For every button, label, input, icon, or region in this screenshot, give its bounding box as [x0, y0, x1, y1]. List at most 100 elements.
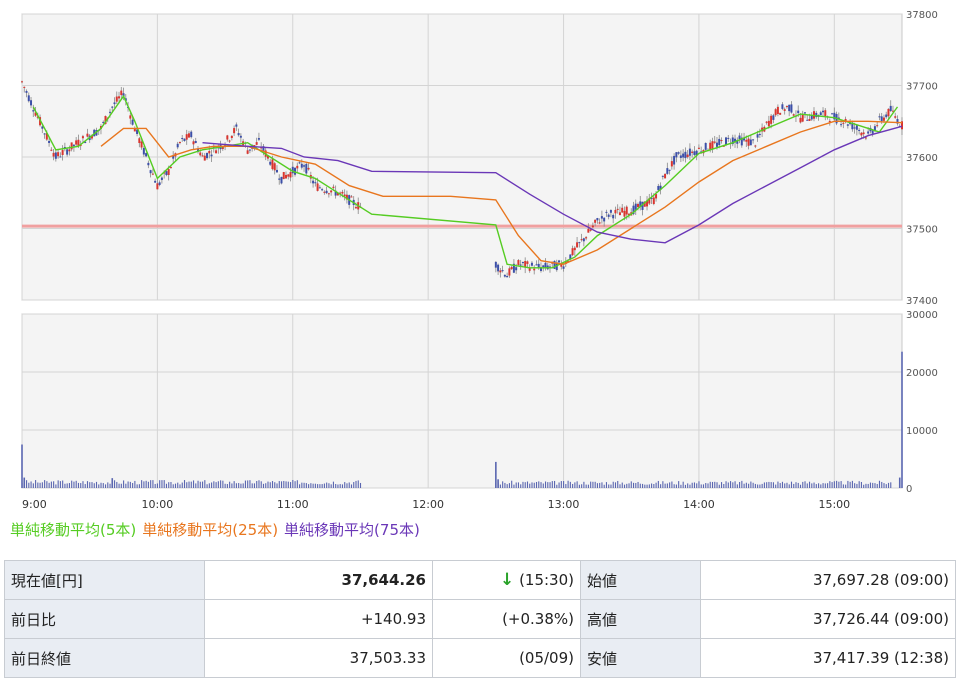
volume-bar — [26, 480, 28, 488]
volume-bar — [671, 481, 673, 488]
candle-body — [43, 133, 46, 135]
volume-bar — [623, 484, 626, 488]
candle-body — [499, 270, 502, 273]
candle-body — [833, 112, 836, 120]
volume-bar — [127, 481, 129, 488]
candle-body — [862, 132, 865, 135]
volume-bar — [93, 483, 95, 488]
candle-body — [257, 138, 260, 140]
volume-bar — [294, 481, 296, 488]
candle-body — [497, 264, 500, 272]
candle-body — [704, 142, 707, 150]
candle-body — [280, 176, 283, 184]
volume-bar — [524, 482, 526, 488]
volume-bar — [226, 484, 228, 488]
volume-bar — [242, 483, 244, 488]
volume-bar — [208, 483, 210, 488]
candle-body — [880, 116, 883, 122]
volume-bar — [757, 484, 759, 488]
volume-bar — [644, 484, 646, 488]
candle-body — [677, 152, 680, 154]
volume-bar — [630, 481, 632, 488]
volume-bar — [89, 482, 91, 488]
volume-bar — [831, 482, 833, 488]
volume-bar — [838, 481, 840, 488]
volume-bar — [44, 480, 46, 488]
candle-body — [578, 242, 581, 244]
volume-bar — [574, 482, 576, 488]
volume-bar — [842, 484, 844, 488]
volume-bar — [280, 481, 283, 488]
candle-body — [776, 106, 779, 114]
volume-bar — [346, 483, 348, 488]
candle-body — [260, 147, 263, 149]
candle-body — [133, 128, 136, 132]
candle-body — [785, 106, 788, 108]
volume-bar — [863, 484, 865, 488]
candle-body — [542, 265, 545, 268]
volume-bar — [608, 484, 610, 488]
candle-body — [837, 117, 840, 120]
candle-body — [589, 229, 592, 231]
candle-body — [790, 104, 793, 113]
volume-bar — [150, 480, 152, 488]
candle-body — [63, 147, 66, 149]
candle-body — [120, 90, 123, 96]
candle-body — [831, 113, 834, 115]
time-tick-label: 11:00 — [277, 498, 309, 511]
volume-bar — [353, 482, 355, 488]
candle-body — [45, 133, 48, 140]
open-label: 始値 — [580, 560, 701, 600]
volume-bar — [714, 481, 716, 488]
volume-bar — [788, 484, 790, 488]
candle-body — [165, 171, 168, 176]
candle-body — [163, 172, 166, 174]
candle-body — [603, 217, 606, 222]
candle-body — [819, 112, 822, 116]
candle-body — [210, 154, 213, 157]
candle-body — [314, 182, 317, 184]
ma5-line — [32, 94, 899, 269]
legend-ma25: 単純移動平均(25本) — [142, 521, 279, 539]
volume-bar — [28, 482, 30, 488]
volume-bar — [833, 481, 835, 488]
candle-body — [641, 201, 644, 210]
volume-bar — [725, 481, 727, 488]
candle-body — [549, 266, 551, 268]
candle-body — [501, 270, 504, 272]
volume-bar — [145, 480, 147, 488]
candle-body — [147, 162, 150, 166]
candle-body — [160, 177, 163, 180]
volume-bar — [303, 482, 305, 488]
candle-body — [860, 132, 863, 136]
candle-body — [810, 115, 813, 120]
volume-tick-label: 0 — [906, 484, 912, 495]
volume-bar — [554, 480, 556, 488]
candle-body — [725, 137, 727, 145]
candle-body — [851, 122, 854, 130]
price-tick-label: 37400 — [906, 296, 938, 307]
candle-body — [266, 155, 269, 159]
volume-bar — [887, 482, 890, 488]
volume-bar — [682, 481, 684, 488]
table-row: 前日比 +140.93 (+0.38%) 高値 37,726.44 (09:00… — [4, 599, 956, 639]
volume-bar — [296, 480, 298, 488]
ma75-line — [202, 125, 903, 244]
candle-body — [332, 186, 335, 188]
volume-bar — [310, 483, 312, 488]
volume-bar — [705, 483, 707, 488]
candle-body — [115, 96, 118, 102]
volume-bar — [506, 484, 508, 488]
candle-body — [564, 260, 567, 264]
change-label: 前日比 — [4, 599, 205, 639]
volume-bar — [626, 483, 628, 488]
open-value: 37,697.28 (09:00) — [700, 560, 956, 600]
volume-bar — [95, 481, 98, 488]
candle-body — [666, 168, 669, 174]
candle-body — [582, 238, 585, 242]
legend-ma5: 単純移動平均(5本) — [10, 521, 137, 539]
volume-bar — [21, 444, 23, 488]
candle-body — [711, 141, 714, 149]
volume-bar — [551, 481, 553, 488]
volume-bar — [761, 483, 763, 488]
